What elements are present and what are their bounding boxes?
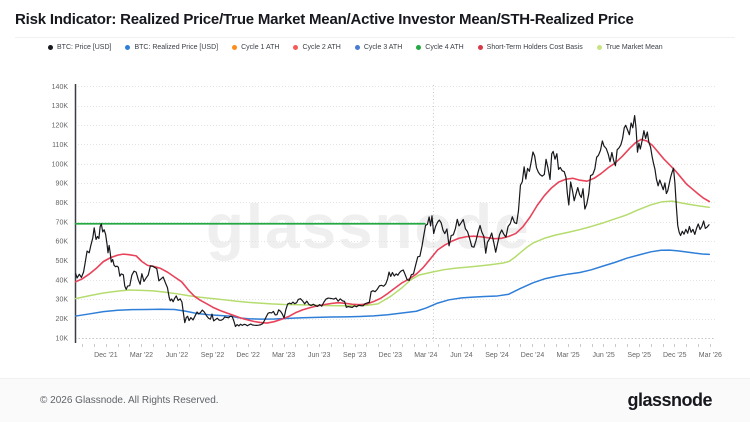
legend-item-btc-realized-price-usd-[interactable]: BTC: Realized Price [USD] [125,44,218,51]
legend-dot-icon [596,45,602,50]
legend-item-cycle-3-ath[interactable]: Cycle 3 ATH [354,44,403,51]
page-title: Risk Indicator: Realized Price/True Mark… [15,11,634,28]
legend-dot-icon [416,45,422,50]
copyright-text: © 2026 Glassnode. All Rights Reserved. [40,395,219,406]
legend-label: BTC: Realized Price [USD] [134,44,219,51]
legend-item-cycle-4-ath[interactable]: Cycle 4 ATH [416,44,464,51]
legend-label: Cycle 1 ATH [241,44,280,51]
header-divider [15,37,735,38]
glassnode-logo[interactable]: glassnode [627,390,712,410]
legend-label: Short-Term Holders Cost Basis [486,44,583,51]
legend-dot-icon [232,45,238,50]
legend-label: Cycle 3 ATH [363,44,403,51]
legend-label: Cycle 2 ATH [302,44,341,51]
legend-item-cycle-2-ath[interactable]: Cycle 2 ATH [293,44,341,51]
legend-dot-icon [125,45,131,50]
chart-area: glassnode [0,75,750,378]
legend-dot-icon [354,45,360,50]
legend-label: Cycle 4 ATH [425,44,464,51]
legend-item-btc-price-usd-[interactable]: BTC: Price [USD] [48,44,111,51]
chart-legend: BTC: Price [USD] BTC: Realized Price [USD… [0,38,750,51]
legend-item-true-market-mean[interactable]: True Market Mean [596,44,663,51]
legend-label: True Market Mean [605,44,663,51]
legend-item-cycle-1-ath[interactable]: Cycle 1 ATH [232,44,279,51]
legend-item-short-term-holders-cost-basis[interactable]: Short-Term Holders Cost Basis [477,44,583,51]
footer: © 2026 Glassnode. All Rights Reserved. g… [0,378,750,422]
chart-canvas[interactable] [0,75,750,378]
chart-header: Risk Indicator: Realized Price/True Mark… [0,0,750,38]
legend-dot-icon [477,45,483,50]
legend-dot-icon [48,45,53,50]
legend-label: BTC: Price [USD] [57,44,112,51]
legend-dot-icon [293,45,299,50]
